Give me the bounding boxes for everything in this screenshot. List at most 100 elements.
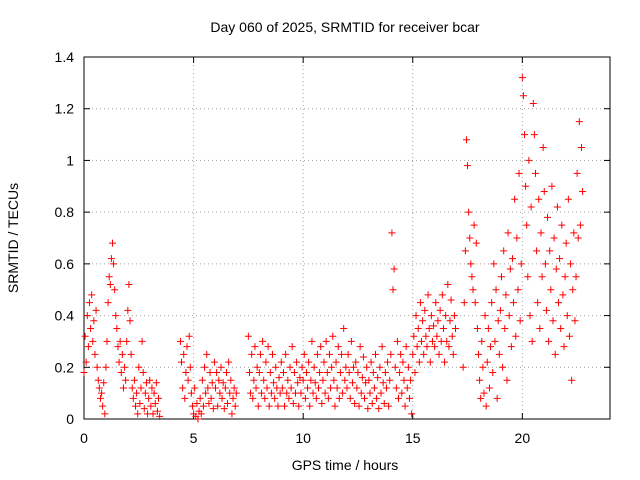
data-point bbox=[130, 376, 138, 384]
data-point bbox=[392, 384, 400, 392]
data-point bbox=[465, 208, 473, 216]
data-point bbox=[430, 322, 438, 330]
data-point bbox=[327, 384, 335, 392]
data-point bbox=[344, 350, 352, 358]
data-point bbox=[310, 363, 318, 371]
data-point bbox=[103, 337, 111, 345]
data-point bbox=[110, 260, 118, 268]
data-point bbox=[106, 281, 114, 289]
data-point bbox=[335, 394, 343, 402]
data-point bbox=[438, 291, 446, 299]
data-point bbox=[88, 291, 96, 299]
axis-ticks: 0 0.2 0.4 0.6 0.8 1 1.2 1.4 0 5 10 15 20 bbox=[55, 49, 610, 446]
chart-title: Day 060 of 2025, SRMTID for receiver bca… bbox=[210, 19, 480, 35]
data-point bbox=[275, 374, 283, 382]
data-point bbox=[329, 332, 337, 340]
data-point bbox=[407, 376, 415, 384]
y-tick-label: 1 bbox=[66, 152, 74, 168]
data-point bbox=[302, 368, 310, 376]
data-point bbox=[522, 182, 530, 190]
data-point bbox=[341, 376, 349, 384]
data-point bbox=[307, 376, 315, 384]
y-axis-label: SRMTID / TECUs bbox=[5, 183, 21, 293]
data-point bbox=[81, 332, 89, 340]
data-point bbox=[526, 312, 534, 320]
data-point bbox=[427, 312, 435, 320]
data-point bbox=[434, 317, 442, 325]
data-point bbox=[283, 389, 291, 397]
data-point bbox=[400, 376, 408, 384]
data-point bbox=[218, 394, 226, 402]
data-point bbox=[301, 394, 309, 402]
data-point bbox=[428, 337, 436, 345]
data-point bbox=[251, 343, 259, 351]
data-point bbox=[552, 265, 560, 273]
data-point bbox=[502, 291, 510, 299]
data-point bbox=[546, 247, 554, 255]
data-point bbox=[575, 118, 583, 126]
data-point bbox=[225, 358, 233, 366]
data-point bbox=[565, 332, 573, 340]
data-point bbox=[312, 394, 320, 402]
data-point bbox=[82, 358, 90, 366]
data-point bbox=[153, 407, 161, 415]
data-point bbox=[401, 402, 409, 410]
data-point bbox=[244, 332, 252, 340]
data-point bbox=[384, 358, 392, 366]
data-point bbox=[408, 410, 416, 418]
data-point bbox=[572, 273, 580, 281]
y-tick-label: 1.4 bbox=[55, 49, 75, 65]
data-point bbox=[328, 363, 336, 371]
data-point bbox=[466, 234, 474, 242]
data-point bbox=[281, 402, 289, 410]
data-point bbox=[334, 343, 342, 351]
data-point bbox=[98, 389, 106, 397]
data-point bbox=[125, 281, 133, 289]
data-point bbox=[99, 402, 107, 410]
data-point bbox=[147, 402, 155, 410]
data-point bbox=[293, 358, 301, 366]
data-point bbox=[104, 299, 112, 307]
data-point bbox=[433, 332, 441, 340]
data-point bbox=[217, 363, 225, 371]
data-point bbox=[548, 182, 556, 190]
data-point bbox=[464, 162, 472, 170]
data-point bbox=[459, 363, 467, 371]
data-point bbox=[316, 368, 324, 376]
data-point bbox=[336, 368, 344, 376]
data-point bbox=[119, 384, 127, 392]
data-point bbox=[108, 239, 116, 247]
data-point bbox=[321, 389, 329, 397]
data-point bbox=[519, 92, 527, 100]
data-point bbox=[559, 291, 567, 299]
data-point bbox=[346, 394, 354, 402]
data-point bbox=[252, 384, 260, 392]
data-point bbox=[271, 394, 279, 402]
data-point bbox=[134, 410, 142, 418]
data-point bbox=[515, 169, 523, 177]
data-point bbox=[388, 229, 396, 237]
data-point bbox=[570, 229, 578, 237]
data-point bbox=[499, 363, 507, 371]
data-point bbox=[282, 350, 290, 358]
data-point bbox=[121, 363, 129, 371]
data-point bbox=[127, 350, 135, 358]
data-point bbox=[507, 343, 515, 351]
data-point bbox=[523, 221, 531, 229]
data-point bbox=[107, 255, 115, 263]
data-point bbox=[348, 379, 356, 387]
data-point bbox=[354, 368, 362, 376]
data-point bbox=[545, 337, 553, 345]
data-point bbox=[363, 363, 371, 371]
data-point bbox=[396, 368, 404, 376]
data-point bbox=[531, 169, 539, 177]
data-point bbox=[258, 389, 266, 397]
data-point bbox=[339, 389, 347, 397]
data-point bbox=[92, 306, 100, 314]
data-point bbox=[426, 358, 434, 366]
data-point bbox=[567, 260, 575, 268]
data-point bbox=[284, 376, 292, 384]
data-point bbox=[115, 358, 123, 366]
data-point bbox=[315, 384, 323, 392]
data-point bbox=[87, 325, 95, 332]
